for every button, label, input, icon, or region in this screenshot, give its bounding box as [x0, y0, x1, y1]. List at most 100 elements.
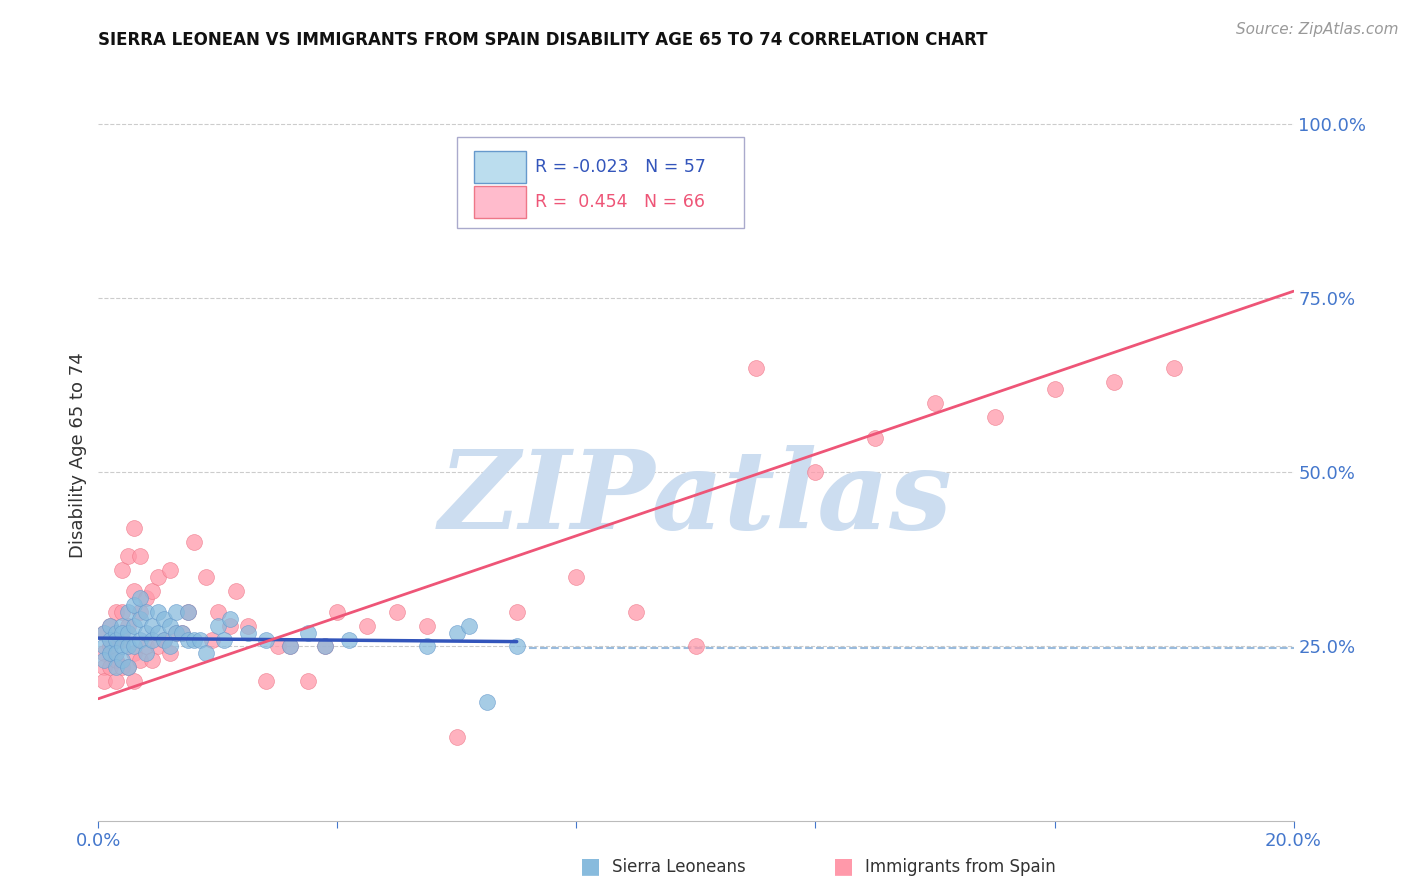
Point: [105, 632, 128, 647]
Point: [141, 632, 163, 647]
Point: [93, 647, 115, 661]
Point: [105, 653, 128, 667]
Point: [124, 521, 146, 535]
Point: [506, 640, 529, 654]
Point: [165, 625, 187, 640]
Point: [135, 591, 157, 605]
Point: [165, 625, 187, 640]
Point: [111, 640, 134, 654]
Point: [254, 632, 277, 647]
Point: [254, 674, 277, 689]
Text: Immigrants from Spain: Immigrants from Spain: [865, 858, 1056, 876]
Point: [111, 563, 134, 577]
Point: [129, 549, 152, 563]
Point: [315, 640, 337, 654]
Point: [506, 605, 529, 619]
Text: ZIPatlas: ZIPatlas: [439, 445, 953, 552]
Point: [385, 605, 409, 619]
Text: ■: ■: [834, 856, 853, 876]
Point: [100, 660, 122, 674]
Point: [148, 570, 170, 584]
Point: [315, 640, 337, 654]
Point: [105, 660, 128, 674]
Point: [267, 640, 290, 654]
Point: [141, 653, 163, 667]
Point: [117, 640, 139, 654]
Point: [339, 632, 360, 647]
Point: [153, 632, 176, 647]
Point: [183, 535, 205, 549]
Point: [278, 640, 301, 654]
Point: [177, 605, 200, 619]
Point: [219, 618, 242, 632]
Point: [129, 591, 152, 605]
Point: [124, 583, 146, 598]
Point: [111, 632, 134, 647]
Point: [212, 632, 235, 647]
Point: [626, 605, 648, 619]
Point: [117, 549, 139, 563]
Point: [159, 640, 181, 654]
Point: [207, 605, 229, 619]
Point: [326, 605, 349, 619]
Point: [93, 625, 115, 640]
Point: [100, 640, 122, 654]
Point: [1104, 375, 1126, 389]
Point: [153, 632, 176, 647]
Text: SIERRA LEONEAN VS IMMIGRANTS FROM SPAIN DISABILITY AGE 65 TO 74 CORRELATION CHAR: SIERRA LEONEAN VS IMMIGRANTS FROM SPAIN …: [98, 31, 988, 49]
Point: [565, 570, 588, 584]
Point: [172, 625, 194, 640]
Point: [93, 660, 115, 674]
Point: [135, 640, 157, 654]
Y-axis label: Disability Age 65 to 74: Disability Age 65 to 74: [69, 352, 87, 558]
Point: [475, 695, 498, 709]
Point: [111, 653, 134, 667]
Point: [135, 605, 157, 619]
Point: [188, 632, 211, 647]
Point: [117, 660, 139, 674]
Point: [219, 612, 242, 626]
Point: [129, 653, 152, 667]
Point: [105, 647, 128, 661]
FancyBboxPatch shape: [474, 186, 526, 218]
Point: [100, 618, 122, 632]
Point: [446, 730, 468, 744]
Point: [93, 653, 115, 667]
Point: [165, 605, 187, 619]
Point: [117, 605, 139, 619]
Point: [129, 612, 152, 626]
Point: [100, 647, 122, 661]
Point: [416, 618, 439, 632]
Point: [865, 430, 887, 444]
Text: R =  0.454   N = 66: R = 0.454 N = 66: [534, 193, 704, 211]
Point: [924, 395, 946, 409]
FancyBboxPatch shape: [457, 136, 744, 228]
Point: [195, 570, 218, 584]
Point: [416, 640, 439, 654]
Point: [93, 640, 115, 654]
Point: [236, 618, 259, 632]
Point: [1043, 382, 1066, 396]
Point: [984, 409, 1007, 424]
Point: [236, 625, 259, 640]
Point: [804, 466, 827, 480]
Text: Source: ZipAtlas.com: Source: ZipAtlas.com: [1236, 22, 1399, 37]
Point: [100, 618, 122, 632]
Point: [129, 605, 152, 619]
Point: [100, 632, 122, 647]
Point: [1163, 360, 1185, 375]
Point: [278, 640, 301, 654]
Point: [105, 605, 128, 619]
Point: [148, 625, 170, 640]
Point: [177, 605, 200, 619]
Point: [446, 625, 468, 640]
Point: [124, 640, 146, 654]
Point: [135, 625, 157, 640]
Point: [117, 660, 139, 674]
Point: [148, 605, 170, 619]
Point: [159, 647, 181, 661]
Point: [124, 598, 146, 612]
Point: [129, 632, 152, 647]
Point: [111, 625, 134, 640]
Point: [141, 583, 163, 598]
